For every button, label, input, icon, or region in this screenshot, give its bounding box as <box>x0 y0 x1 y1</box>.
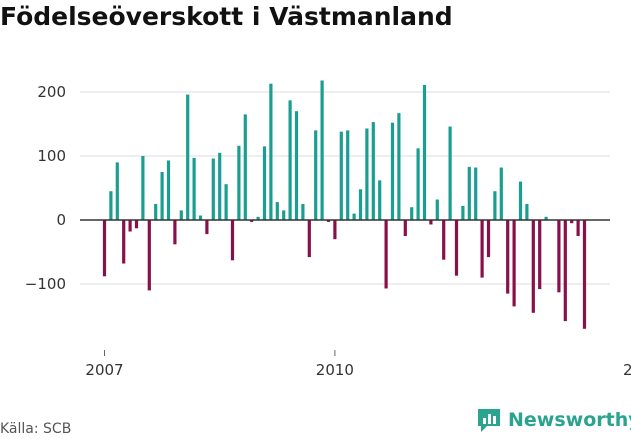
x-tick-label: 2014 <box>623 361 631 379</box>
bar <box>262 146 267 220</box>
bar <box>205 220 209 235</box>
bar <box>378 180 382 220</box>
bar <box>275 202 279 220</box>
bar <box>410 207 414 220</box>
bar-chart: −1000100200200720102014201820222025 <box>25 80 631 379</box>
bar <box>160 172 164 220</box>
brand-name: Newsworthy <box>508 409 631 431</box>
bar <box>448 126 452 220</box>
bar <box>422 84 427 221</box>
source-note: Källa: SCB <box>0 421 72 437</box>
bar <box>109 191 113 220</box>
bar <box>570 220 574 224</box>
bar <box>102 220 107 277</box>
bar <box>454 220 459 276</box>
bar <box>320 80 324 220</box>
y-tick-label: −100 <box>25 275 66 293</box>
bar <box>122 220 126 264</box>
bar <box>173 220 177 245</box>
newsworthy-logo: Newsworthy <box>476 407 631 433</box>
bar <box>326 220 331 222</box>
bar <box>461 205 465 220</box>
bar <box>480 220 484 278</box>
x-tick-label: 2010 <box>316 361 354 379</box>
bar <box>563 220 567 322</box>
bar <box>314 130 318 220</box>
bar <box>499 167 503 220</box>
bar <box>243 114 247 220</box>
chart-title: Födelseöverskott i Västmanland <box>0 2 453 31</box>
bar <box>147 220 151 291</box>
bar <box>186 94 190 220</box>
bar <box>301 204 305 220</box>
bar <box>346 130 350 220</box>
bar <box>237 145 241 220</box>
y-tick-label: 200 <box>37 83 66 101</box>
bar <box>371 122 375 220</box>
bar <box>557 220 561 293</box>
bar <box>518 181 523 220</box>
bar <box>390 122 395 220</box>
bar <box>474 167 478 220</box>
bar <box>435 199 439 220</box>
bar <box>582 220 587 329</box>
bar <box>198 215 203 220</box>
bar <box>467 166 471 220</box>
bar <box>192 157 196 220</box>
bar <box>282 210 286 220</box>
bar <box>230 220 235 261</box>
bar <box>339 131 343 220</box>
y-tick-label: 100 <box>37 147 66 165</box>
bar <box>358 189 363 220</box>
x-tick-label: 2007 <box>85 361 123 379</box>
bar <box>211 158 215 220</box>
bar <box>250 220 254 222</box>
bar <box>525 204 529 220</box>
bar <box>403 220 407 236</box>
bar <box>538 220 542 290</box>
bar <box>486 220 491 258</box>
bar <box>307 220 311 258</box>
bar <box>179 210 183 220</box>
bar <box>442 220 446 260</box>
bar <box>154 204 158 220</box>
bar <box>365 128 369 220</box>
bar <box>416 148 420 220</box>
bar <box>256 216 260 220</box>
bar <box>333 220 337 240</box>
bar <box>128 220 132 232</box>
bar <box>429 220 433 225</box>
bar <box>294 111 299 220</box>
bar <box>506 220 510 294</box>
bar <box>544 216 548 220</box>
bar <box>512 220 516 307</box>
bar <box>576 220 580 236</box>
bar <box>166 160 171 220</box>
y-tick-label: 0 <box>56 211 66 229</box>
bar <box>218 152 222 220</box>
bar <box>141 156 145 220</box>
bar <box>384 220 388 289</box>
bar <box>397 113 401 220</box>
bar <box>531 220 535 313</box>
bar <box>352 213 356 220</box>
bar <box>115 162 119 220</box>
bar <box>224 184 228 220</box>
chart-logo-icon <box>478 409 500 432</box>
bar <box>269 83 273 221</box>
bar <box>134 220 139 229</box>
bar <box>288 100 292 220</box>
bar <box>493 191 497 220</box>
